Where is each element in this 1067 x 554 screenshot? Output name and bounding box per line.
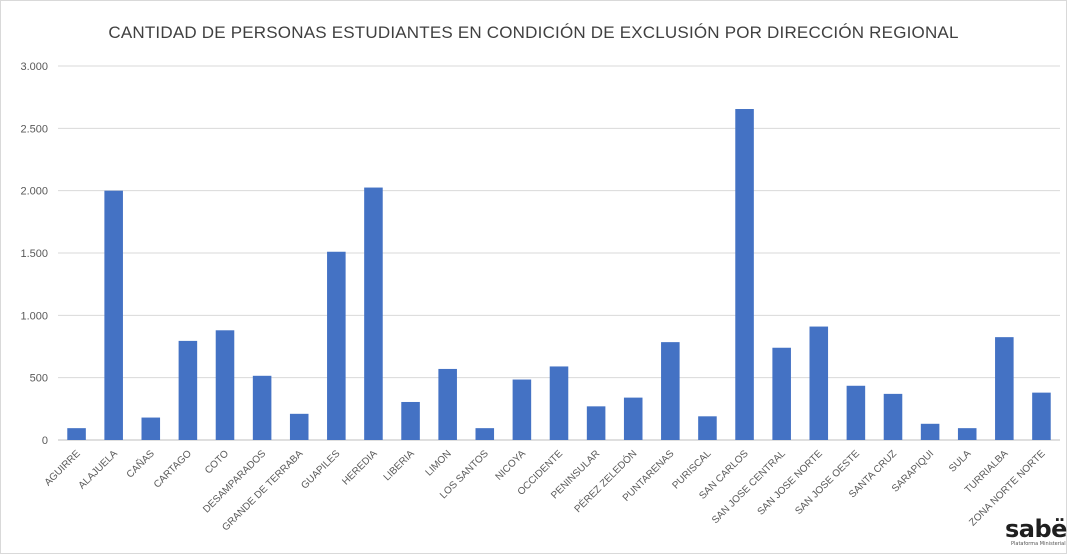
bar [289, 413, 309, 440]
y-tick-label: 3.000 [20, 61, 48, 73]
bar [846, 385, 866, 440]
bar [698, 416, 717, 440]
x-tick-label: SAN JOSE CENTRAL [710, 448, 788, 526]
x-tick-label: LIBERIA [382, 448, 417, 483]
saber-logo: sabër [1005, 515, 1067, 543]
x-tick-label: SULA [947, 448, 973, 474]
bars [67, 109, 1051, 440]
x-tick-label: CAÑAS [123, 447, 157, 481]
bar [104, 190, 123, 440]
bar [772, 347, 791, 440]
x-tick-label: SAN JOSE NORTE [756, 448, 826, 518]
x-tick-label: ALAJUELA [77, 448, 120, 491]
y-tick-label: 500 [30, 373, 48, 385]
bar [920, 423, 940, 440]
bar [883, 393, 903, 440]
bar [735, 109, 754, 440]
bar [512, 379, 532, 440]
x-tick-label: COTO [203, 448, 231, 476]
saber-logo-subtext: Plataforma Ministerial [1011, 541, 1066, 547]
y-tick-label: 2.500 [20, 123, 48, 135]
bar [623, 397, 643, 440]
bar [364, 187, 383, 440]
bar [438, 368, 457, 440]
bar [995, 337, 1014, 440]
bar [67, 428, 86, 440]
bar [1032, 392, 1051, 440]
x-tick-label: GUAPILES [299, 448, 342, 491]
bar [957, 428, 977, 440]
x-tick-label: NICOYA [494, 448, 529, 483]
bar [215, 330, 235, 440]
bar [809, 326, 829, 440]
bar [141, 417, 161, 440]
y-tick-label: 0 [42, 435, 48, 447]
bar [475, 428, 495, 440]
bar [401, 401, 420, 440]
x-tick-label: SAN JOSE OESTE [793, 448, 862, 517]
y-tick-label: 1.000 [20, 310, 48, 322]
bar [252, 375, 272, 440]
bar [178, 340, 198, 440]
bar [327, 251, 346, 440]
bar [586, 406, 606, 440]
x-tick-label: PÉREZ ZELEDÓN [571, 447, 639, 515]
bar [661, 342, 680, 440]
x-tick-label: DESAMPARADOS [201, 448, 268, 515]
y-tick-label: 1.500 [20, 248, 48, 260]
y-tick-label: 2.000 [20, 186, 48, 198]
x-tick-label: LIMON [424, 448, 454, 478]
y-axis-ticks: 0 500 1.000 1.500 2.000 2.500 3.000 [20, 61, 48, 447]
bar [549, 366, 569, 440]
chart-title: CANTIDAD DE PERSONAS ESTUDIANTES EN COND… [108, 23, 959, 42]
x-tick-label: HEREDIA [340, 448, 379, 487]
x-tick-label: CARTAGO [152, 448, 194, 490]
